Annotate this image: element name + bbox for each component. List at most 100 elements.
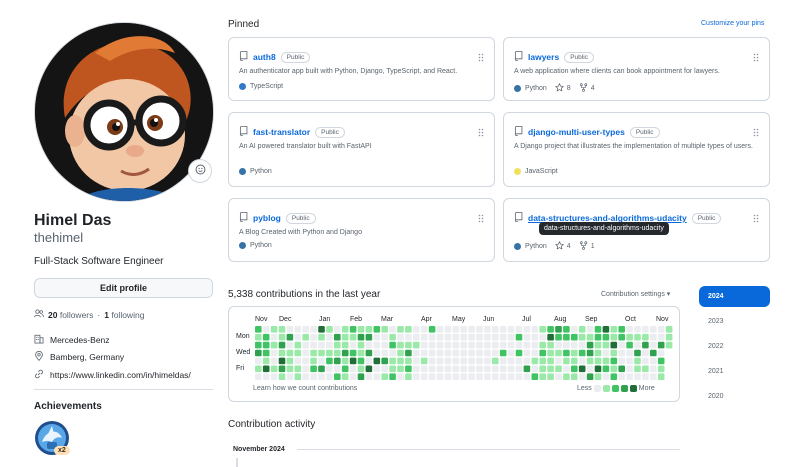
contribution-day[interactable] bbox=[484, 373, 491, 380]
contribution-day[interactable] bbox=[420, 365, 428, 373]
set-status-button[interactable] bbox=[188, 159, 212, 183]
year-2021-button[interactable]: 2021 bbox=[708, 368, 724, 375]
contribution-day[interactable] bbox=[365, 349, 373, 357]
contribution-day[interactable] bbox=[262, 333, 270, 341]
contribution-day[interactable] bbox=[365, 357, 373, 365]
contribution-day[interactable] bbox=[571, 333, 578, 341]
contribution-day[interactable] bbox=[389, 365, 396, 373]
contribution-day[interactable] bbox=[310, 373, 317, 380]
contribution-day[interactable] bbox=[610, 365, 618, 373]
contribution-day[interactable] bbox=[436, 349, 444, 357]
contribution-day[interactable] bbox=[468, 365, 475, 373]
contribution-day[interactable] bbox=[468, 333, 475, 341]
contribution-day[interactable] bbox=[578, 349, 586, 357]
contribution-day[interactable] bbox=[476, 341, 483, 349]
drag-handle-icon[interactable] bbox=[753, 210, 759, 228]
contribution-day[interactable] bbox=[326, 349, 333, 357]
contribution-day[interactable] bbox=[270, 357, 278, 365]
contribution-day[interactable] bbox=[428, 357, 436, 365]
contribution-day[interactable] bbox=[476, 357, 483, 365]
contribution-day[interactable] bbox=[302, 365, 309, 373]
contribution-day[interactable] bbox=[373, 373, 381, 380]
contribution-day[interactable] bbox=[444, 357, 452, 365]
contribution-day[interactable] bbox=[602, 341, 610, 349]
contribution-day[interactable] bbox=[310, 326, 317, 333]
contribution-day[interactable] bbox=[531, 365, 539, 373]
contribution-day[interactable] bbox=[357, 365, 365, 373]
contribution-day[interactable] bbox=[499, 341, 507, 349]
contribution-day[interactable] bbox=[507, 333, 515, 341]
contribution-day[interactable] bbox=[515, 349, 523, 357]
contribution-day[interactable] bbox=[507, 373, 515, 380]
contribution-day[interactable] bbox=[507, 365, 515, 373]
contribution-day[interactable] bbox=[381, 333, 388, 341]
customize-pins-link[interactable]: Customize your pins bbox=[701, 20, 765, 27]
contribution-day[interactable] bbox=[341, 349, 349, 357]
contribution-day[interactable] bbox=[594, 373, 602, 380]
contribution-day[interactable] bbox=[578, 365, 586, 373]
contribution-day[interactable] bbox=[642, 357, 649, 365]
contribution-day[interactable] bbox=[294, 373, 302, 380]
avatar[interactable] bbox=[34, 22, 214, 202]
contribution-day[interactable] bbox=[255, 349, 262, 357]
contribution-day[interactable] bbox=[381, 357, 388, 365]
contribution-day[interactable] bbox=[405, 365, 412, 373]
contribution-day[interactable] bbox=[594, 365, 602, 373]
contribution-day[interactable] bbox=[262, 349, 270, 357]
drag-handle-icon[interactable] bbox=[753, 49, 759, 67]
contribution-day[interactable] bbox=[286, 357, 294, 365]
contribution-day[interactable] bbox=[602, 373, 610, 380]
contribution-day[interactable] bbox=[594, 333, 602, 341]
drag-handle-icon[interactable] bbox=[478, 210, 484, 228]
contribution-day[interactable] bbox=[507, 357, 515, 365]
contribution-day[interactable] bbox=[507, 341, 515, 349]
contribution-day[interactable] bbox=[270, 326, 278, 333]
contribution-day[interactable] bbox=[539, 365, 546, 373]
contribution-day[interactable] bbox=[405, 357, 412, 365]
contribution-day[interactable] bbox=[302, 373, 309, 380]
contribution-day[interactable] bbox=[381, 326, 388, 333]
contribution-day[interactable] bbox=[365, 326, 373, 333]
contribution-day[interactable] bbox=[334, 326, 341, 333]
contribution-day[interactable] bbox=[484, 326, 491, 333]
contribution-day[interactable] bbox=[642, 365, 649, 373]
contribution-day[interactable] bbox=[428, 333, 436, 341]
contribution-day[interactable] bbox=[294, 333, 302, 341]
contribution-day[interactable] bbox=[334, 373, 341, 380]
contribution-day[interactable] bbox=[499, 357, 507, 365]
contribution-day[interactable] bbox=[618, 373, 625, 380]
contribution-day[interactable] bbox=[294, 365, 302, 373]
contribution-day[interactable] bbox=[499, 365, 507, 373]
contribution-day[interactable] bbox=[650, 373, 657, 380]
contribution-day[interactable] bbox=[436, 326, 444, 333]
contribution-day[interactable] bbox=[452, 341, 460, 349]
repo-link[interactable]: fast-translator bbox=[253, 127, 311, 137]
contribution-day[interactable] bbox=[515, 373, 523, 380]
contribution-day[interactable] bbox=[436, 365, 444, 373]
contribution-day[interactable] bbox=[310, 365, 317, 373]
contribution-day[interactable] bbox=[318, 357, 325, 365]
contribution-day[interactable] bbox=[302, 333, 309, 341]
contribution-day[interactable] bbox=[539, 349, 546, 357]
contribution-day[interactable] bbox=[460, 365, 467, 373]
contribution-day[interactable] bbox=[571, 373, 578, 380]
contribution-day[interactable] bbox=[278, 373, 286, 380]
contribution-day[interactable] bbox=[642, 349, 649, 357]
contribution-day[interactable] bbox=[349, 365, 357, 373]
contribution-day[interactable] bbox=[492, 349, 499, 357]
contribution-day[interactable] bbox=[460, 341, 467, 349]
contribution-day[interactable] bbox=[610, 341, 618, 349]
contribution-day[interactable] bbox=[405, 326, 412, 333]
contribution-day[interactable] bbox=[531, 349, 539, 357]
contribution-day[interactable] bbox=[539, 326, 546, 333]
contribution-day[interactable] bbox=[563, 341, 570, 349]
contribution-day[interactable] bbox=[642, 326, 649, 333]
contribution-day[interactable] bbox=[476, 365, 483, 373]
contribution-day[interactable] bbox=[460, 326, 467, 333]
contribution-day[interactable] bbox=[618, 333, 625, 341]
contribution-day[interactable] bbox=[484, 341, 491, 349]
contribution-day[interactable] bbox=[294, 326, 302, 333]
contribution-day[interactable] bbox=[436, 341, 444, 349]
repo-link[interactable]: pyblog bbox=[253, 213, 281, 223]
contribution-day[interactable] bbox=[420, 349, 428, 357]
